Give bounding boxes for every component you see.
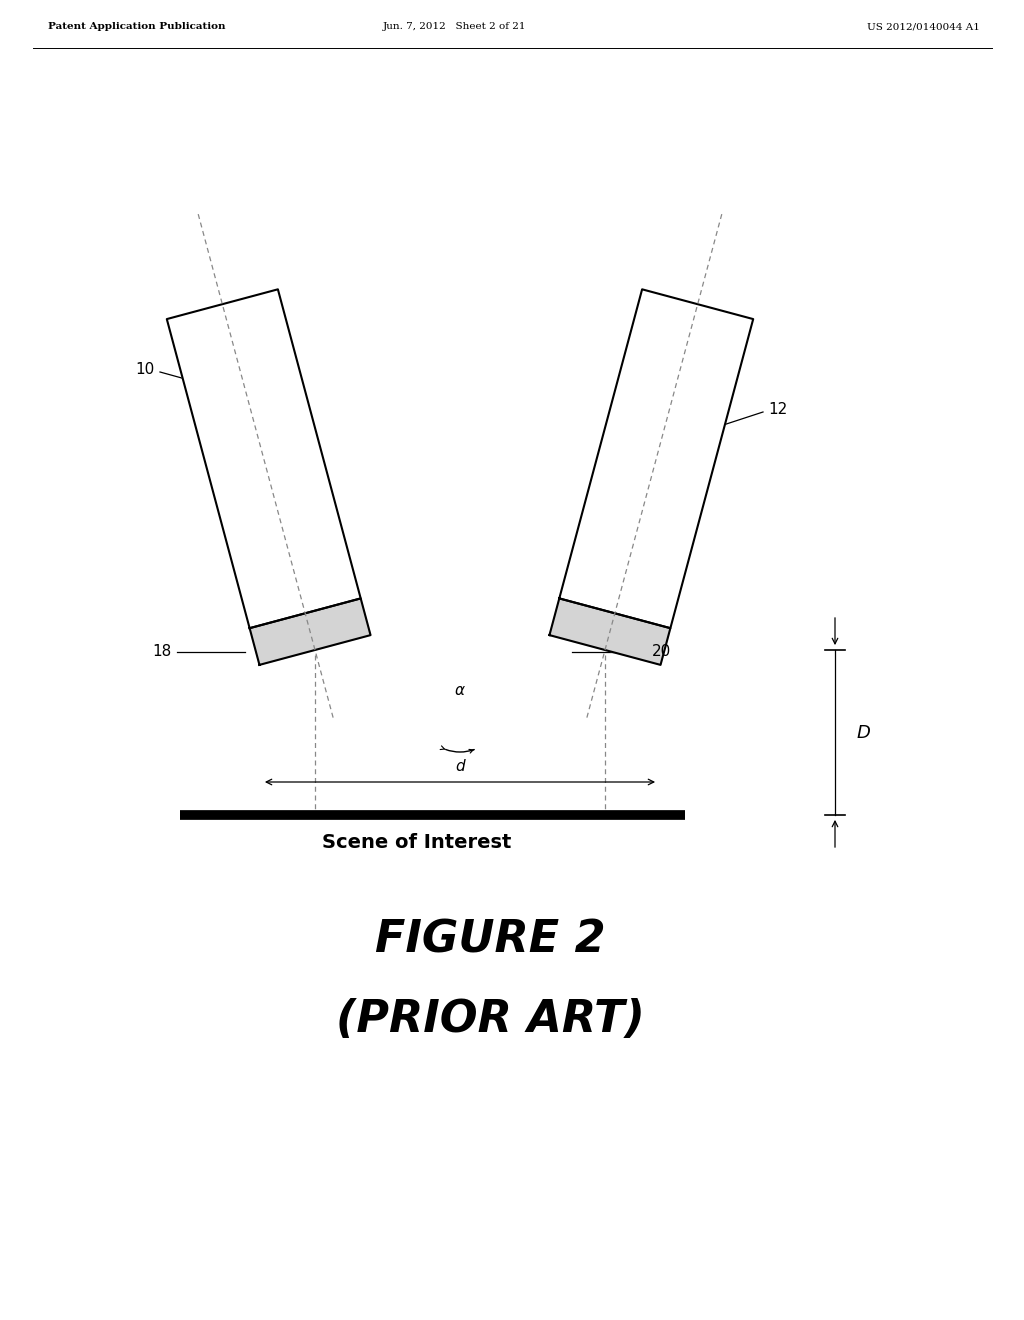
Text: (PRIOR ART): (PRIOR ART): [336, 998, 644, 1041]
Polygon shape: [559, 289, 754, 628]
Text: Scene of Interest: Scene of Interest: [322, 833, 511, 851]
Text: 20: 20: [652, 644, 672, 660]
Text: 10: 10: [136, 363, 155, 378]
Text: 18: 18: [153, 644, 172, 660]
Text: α: α: [455, 682, 465, 698]
Polygon shape: [167, 289, 360, 628]
Text: d: d: [456, 759, 465, 774]
Text: US 2012/0140044 A1: US 2012/0140044 A1: [867, 22, 980, 30]
Text: FIGURE 2: FIGURE 2: [375, 919, 605, 961]
Text: 12: 12: [768, 403, 787, 417]
Text: Jun. 7, 2012   Sheet 2 of 21: Jun. 7, 2012 Sheet 2 of 21: [383, 22, 526, 30]
Polygon shape: [250, 598, 371, 665]
Text: Patent Application Publication: Patent Application Publication: [48, 22, 225, 30]
Polygon shape: [550, 598, 671, 665]
Text: D: D: [857, 723, 870, 742]
